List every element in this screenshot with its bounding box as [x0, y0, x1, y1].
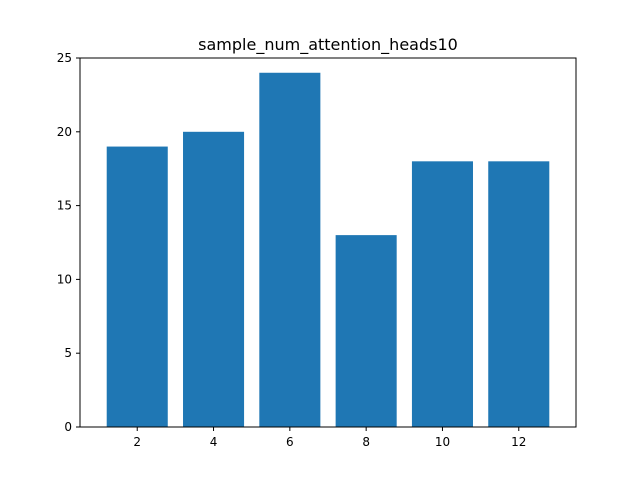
- plot-frame: [79, 57, 577, 428]
- bar-4: [183, 131, 245, 428]
- x-axis-ticks: 2 4 6 8 10 12: [133, 427, 526, 449]
- bar-8: [335, 235, 397, 427]
- y-tick-label: 20: [57, 125, 72, 139]
- x-tick-label: 4: [210, 435, 218, 449]
- chart-title: sample_num_attention_heads10: [198, 35, 458, 55]
- x-tick-label: 2: [133, 435, 141, 449]
- x-tick-label: 10: [435, 435, 450, 449]
- y-axis-ticks: 0 5 10 15 20 25: [57, 51, 80, 434]
- y-tick-label: 5: [64, 346, 72, 360]
- x-tick-label: 8: [362, 435, 370, 449]
- y-tick-label: 25: [57, 51, 72, 65]
- bar-10: [411, 161, 473, 427]
- y-tick-label: 15: [57, 199, 72, 213]
- bar-12: [488, 161, 550, 427]
- y-tick-label: 0: [64, 420, 72, 434]
- bar-2: [106, 146, 168, 427]
- y-tick-label: 10: [57, 272, 72, 286]
- bar-6: [259, 72, 321, 427]
- bars-group: [106, 72, 550, 428]
- x-tick-label: 6: [286, 435, 294, 449]
- x-tick-label: 12: [511, 435, 526, 449]
